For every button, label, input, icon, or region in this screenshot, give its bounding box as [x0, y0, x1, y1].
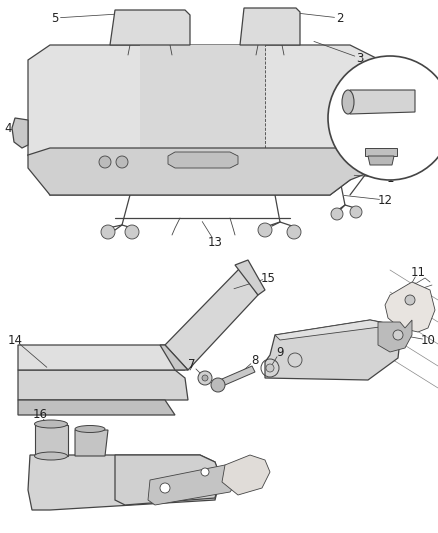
Polygon shape [368, 156, 394, 165]
Polygon shape [222, 455, 270, 495]
Polygon shape [275, 320, 395, 340]
Circle shape [160, 483, 170, 493]
Text: 6: 6 [414, 156, 422, 168]
Text: 9: 9 [276, 345, 284, 359]
Polygon shape [18, 400, 175, 415]
Circle shape [101, 225, 115, 239]
Circle shape [116, 156, 128, 168]
Polygon shape [240, 8, 300, 45]
Polygon shape [140, 45, 265, 148]
Polygon shape [12, 118, 28, 148]
Text: 7: 7 [188, 359, 196, 372]
Text: 16: 16 [32, 408, 47, 422]
Polygon shape [110, 10, 190, 45]
Polygon shape [148, 465, 240, 505]
Circle shape [258, 223, 272, 237]
Circle shape [350, 206, 362, 218]
Text: 11: 11 [410, 265, 425, 279]
Circle shape [125, 225, 139, 239]
Polygon shape [265, 320, 400, 380]
Text: 1: 1 [386, 172, 394, 184]
Polygon shape [235, 260, 265, 295]
Circle shape [198, 371, 212, 385]
Circle shape [393, 330, 403, 340]
Circle shape [201, 468, 209, 476]
Text: 14: 14 [7, 334, 22, 346]
Polygon shape [18, 370, 188, 400]
Text: 15: 15 [261, 271, 276, 285]
Circle shape [211, 378, 225, 392]
Text: 10: 10 [420, 334, 435, 346]
Text: 5: 5 [51, 12, 59, 25]
Circle shape [202, 375, 208, 381]
Polygon shape [215, 366, 255, 388]
Text: 4: 4 [4, 122, 12, 134]
Polygon shape [28, 148, 380, 195]
Polygon shape [348, 90, 415, 114]
Polygon shape [28, 45, 380, 195]
Polygon shape [168, 152, 238, 168]
Ellipse shape [35, 420, 67, 428]
Polygon shape [365, 148, 397, 156]
Circle shape [331, 208, 343, 220]
Circle shape [266, 364, 274, 372]
Polygon shape [18, 345, 185, 370]
Circle shape [405, 295, 415, 305]
Polygon shape [115, 455, 220, 505]
Ellipse shape [35, 452, 67, 460]
Polygon shape [165, 268, 258, 370]
Polygon shape [160, 345, 188, 370]
Text: 2: 2 [336, 12, 344, 25]
Text: 13: 13 [208, 236, 223, 248]
Text: 12: 12 [378, 193, 392, 206]
Text: 3: 3 [356, 52, 364, 64]
Text: 8: 8 [251, 353, 259, 367]
Ellipse shape [75, 425, 105, 432]
Polygon shape [28, 455, 220, 510]
Circle shape [287, 225, 301, 239]
Polygon shape [35, 425, 68, 456]
Circle shape [328, 56, 438, 180]
Circle shape [99, 156, 111, 168]
Ellipse shape [342, 90, 354, 114]
Polygon shape [378, 320, 412, 352]
Polygon shape [75, 430, 108, 456]
Polygon shape [385, 282, 435, 332]
